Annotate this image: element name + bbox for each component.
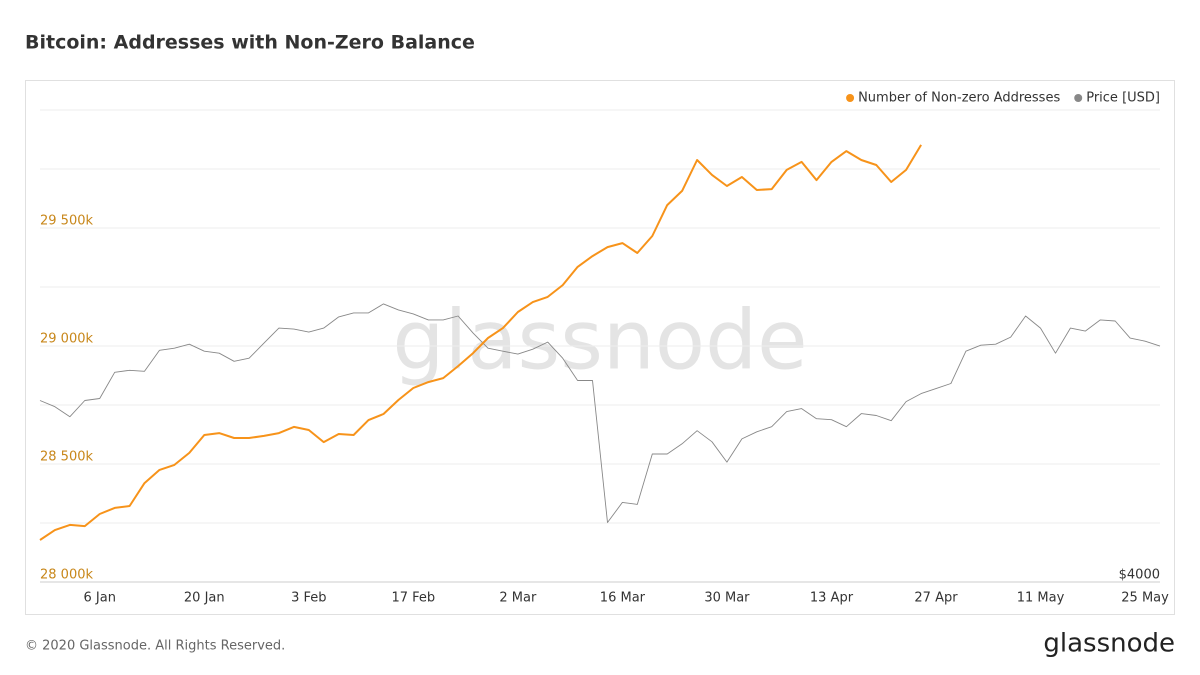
x-tick-label: 2 Mar <box>499 591 537 606</box>
x-tick-label: 25 May <box>1121 591 1169 606</box>
legend-marker <box>846 94 855 102</box>
x-tick-label: 13 Apr <box>810 591 854 606</box>
x-tick-label: 3 Feb <box>291 591 326 606</box>
y-tick-label: 28 000k <box>40 568 93 583</box>
y2-tick-label: $4000 <box>1119 568 1160 583</box>
x-tick-label: 11 May <box>1017 591 1065 606</box>
chart-title: Bitcoin: Addresses with Non-Zero Balance <box>25 32 475 54</box>
x-tick-label: 17 Feb <box>391 591 435 606</box>
x-tick-label: 20 Jan <box>184 591 225 606</box>
legend-label: Price [USD] <box>1086 91 1160 106</box>
footer: © 2020 Glassnode. All Rights Reserved. <box>25 639 285 654</box>
x-tick-label: 16 Mar <box>600 591 646 606</box>
x-tick-label: 30 Mar <box>704 591 750 606</box>
y-tick-label: 29 500k <box>40 214 93 229</box>
legend-label: Number of Non-zero Addresses <box>858 91 1060 106</box>
legend-marker <box>1074 94 1083 102</box>
y-tick-label: 28 500k <box>40 450 93 465</box>
series-line <box>39 303 1161 523</box>
series-line <box>39 144 922 541</box>
watermark: glassnode <box>392 293 807 388</box>
x-tick-label: 27 Apr <box>914 591 958 606</box>
y-tick-label: 29 000k <box>40 332 93 347</box>
x-tick-label: 6 Jan <box>84 591 116 606</box>
logo: glassnode <box>1043 629 1175 659</box>
